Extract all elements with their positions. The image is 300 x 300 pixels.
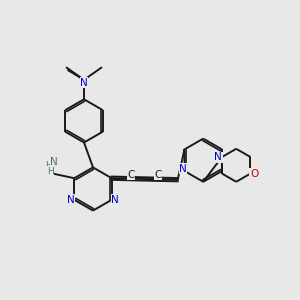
Text: N: N bbox=[214, 152, 222, 162]
Text: N: N bbox=[80, 78, 88, 88]
Text: N: N bbox=[179, 164, 187, 174]
Text: N: N bbox=[111, 195, 119, 205]
Text: C: C bbox=[128, 169, 135, 180]
Text: H: H bbox=[47, 167, 54, 176]
Text: C: C bbox=[154, 169, 162, 180]
Text: N: N bbox=[50, 157, 58, 167]
Text: H: H bbox=[45, 161, 52, 170]
Text: O: O bbox=[250, 169, 258, 178]
Text: N: N bbox=[67, 195, 75, 205]
